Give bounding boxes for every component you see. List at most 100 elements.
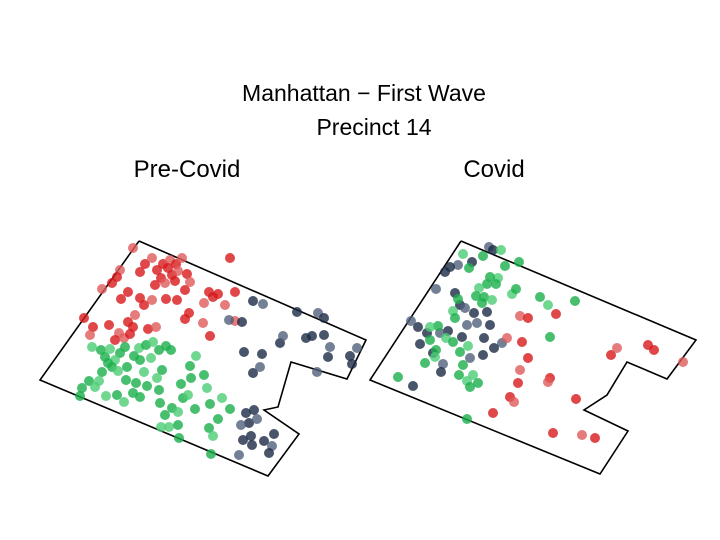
point-pre-covid-navy bbox=[319, 330, 329, 340]
point-pre-covid-navy bbox=[345, 351, 355, 361]
point-pre-covid-green bbox=[174, 433, 184, 443]
point-pre-covid-red bbox=[79, 313, 89, 323]
point-pre-covid-red bbox=[185, 277, 195, 287]
point-covid-red bbox=[515, 365, 525, 375]
figure-title-line1: Manhattan − First Wave bbox=[242, 80, 486, 106]
point-pre-covid-navy bbox=[238, 435, 248, 445]
point-covid-red bbox=[488, 408, 498, 418]
point-pre-covid-green bbox=[205, 399, 215, 409]
point-covid-red bbox=[513, 378, 523, 388]
point-pre-covid-green bbox=[112, 390, 122, 400]
point-pre-covid-red bbox=[107, 278, 117, 288]
point-pre-covid-navy bbox=[319, 313, 329, 323]
point-pre-covid-green bbox=[157, 365, 167, 375]
point-pre-covid-red bbox=[180, 285, 190, 295]
point-covid-green bbox=[474, 283, 484, 293]
point-covid-navy bbox=[415, 339, 425, 349]
point-pre-covid-red bbox=[182, 269, 192, 279]
point-covid-red bbox=[590, 433, 600, 443]
point-pre-covid-green bbox=[120, 342, 130, 352]
point-pre-covid-navy bbox=[236, 420, 246, 430]
point-pre-covid-green bbox=[190, 404, 200, 414]
point-pre-covid-red bbox=[220, 300, 230, 310]
point-pre-covid-navy bbox=[234, 450, 244, 460]
point-covid-green bbox=[543, 300, 553, 310]
point-covid-red bbox=[523, 313, 533, 323]
point-pre-covid-green bbox=[135, 355, 145, 365]
point-covid-navy bbox=[482, 307, 492, 317]
point-covid-green bbox=[514, 257, 524, 267]
point-covid-navy bbox=[413, 322, 423, 332]
point-pre-covid-green bbox=[148, 337, 158, 347]
point-covid-navy bbox=[436, 367, 446, 377]
point-pre-covid-green bbox=[225, 404, 235, 414]
point-pre-covid-red bbox=[205, 331, 215, 341]
point-covid-red bbox=[606, 350, 616, 360]
point-pre-covid-navy bbox=[347, 359, 357, 369]
point-pre-covid-green bbox=[97, 367, 107, 377]
point-pre-covid-red bbox=[177, 253, 187, 263]
point-pre-covid-green bbox=[156, 422, 166, 432]
point-covid-navy bbox=[462, 320, 472, 330]
point-pre-covid-green bbox=[105, 344, 115, 354]
point-pre-covid-red bbox=[97, 284, 107, 294]
point-covid-navy bbox=[408, 381, 418, 391]
point-pre-covid-red bbox=[147, 295, 157, 305]
point-pre-covid-red bbox=[104, 320, 114, 330]
point-pre-covid-green bbox=[204, 423, 214, 433]
point-pre-covid-green bbox=[191, 351, 201, 361]
point-covid-green bbox=[491, 279, 501, 289]
point-covid-navy bbox=[485, 320, 495, 330]
point-covid-green bbox=[458, 360, 468, 370]
point-pre-covid-red bbox=[230, 287, 240, 297]
point-pre-covid-red bbox=[139, 300, 149, 310]
point-pre-covid-red bbox=[173, 266, 183, 276]
point-pre-covid-navy bbox=[259, 436, 269, 446]
point-pre-covid-navy bbox=[239, 347, 249, 357]
point-pre-covid-navy bbox=[292, 307, 302, 317]
point-pre-covid-green bbox=[155, 398, 165, 408]
point-covid-red bbox=[612, 343, 622, 353]
point-covid-navy bbox=[431, 284, 441, 294]
point-covid-green bbox=[425, 322, 435, 332]
point-pre-covid-red bbox=[88, 322, 98, 332]
point-pre-covid-green bbox=[202, 383, 212, 393]
panel-title-pre-covid: Pre-Covid bbox=[133, 156, 241, 183]
point-covid-navy bbox=[479, 333, 489, 343]
point-covid-navy bbox=[457, 332, 467, 342]
point-covid-green bbox=[453, 294, 463, 304]
point-pre-covid-navy bbox=[312, 367, 322, 377]
point-pre-covid-red bbox=[130, 310, 140, 320]
point-covid-green bbox=[570, 296, 580, 306]
point-pre-covid-green bbox=[77, 383, 87, 393]
point-covid-green bbox=[487, 295, 497, 305]
point-pre-covid-red bbox=[150, 280, 160, 290]
point-covid-red bbox=[543, 377, 553, 387]
point-covid-green bbox=[511, 284, 521, 294]
point-covid-red bbox=[548, 428, 558, 438]
point-covid-green bbox=[420, 358, 430, 368]
point-pre-covid-red bbox=[170, 276, 180, 286]
point-pre-covid-green bbox=[199, 370, 209, 380]
point-covid-green bbox=[535, 292, 545, 302]
point-pre-covid-green bbox=[90, 382, 100, 392]
point-pre-covid-green bbox=[142, 381, 152, 391]
point-pre-covid-navy bbox=[278, 331, 288, 341]
point-covid-red bbox=[509, 397, 519, 407]
point-pre-covid-red bbox=[123, 287, 133, 297]
panel-title-covid: Covid bbox=[463, 156, 525, 183]
point-pre-covid-navy bbox=[257, 349, 267, 359]
point-covid-green bbox=[454, 370, 464, 380]
point-pre-covid-green bbox=[166, 345, 176, 355]
figure-title-line2: Precinct 14 bbox=[316, 114, 432, 140]
point-covid-green bbox=[496, 245, 506, 255]
point-covid-green bbox=[545, 332, 555, 342]
point-covid-green bbox=[500, 261, 510, 271]
point-pre-covid-navy bbox=[248, 296, 258, 306]
point-pre-covid-navy bbox=[244, 418, 254, 428]
point-pre-covid-navy bbox=[255, 362, 265, 372]
point-covid-green bbox=[455, 347, 465, 357]
point-pre-covid-navy bbox=[325, 342, 335, 352]
point-pre-covid-red bbox=[125, 329, 135, 339]
